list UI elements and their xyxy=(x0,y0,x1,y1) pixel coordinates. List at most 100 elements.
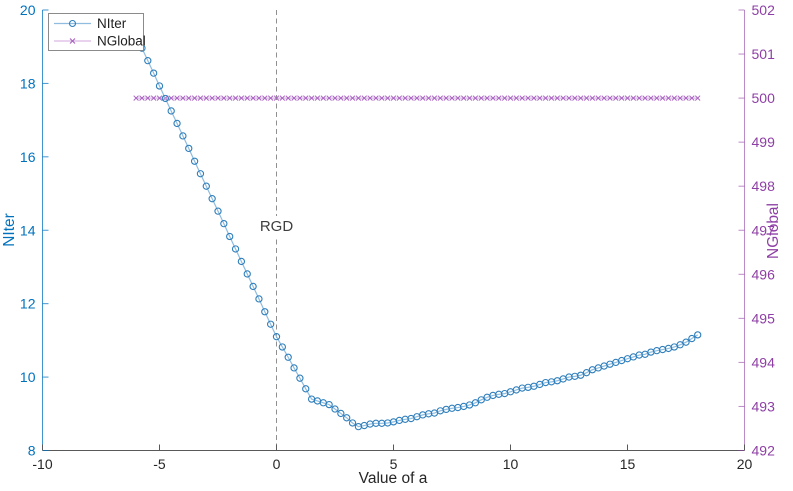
nglobal-x-marker xyxy=(185,95,192,101)
nglobal-x-marker xyxy=(601,95,607,101)
nglobal-x-marker xyxy=(226,95,233,101)
right-y-tick-label: 493 xyxy=(752,398,776,414)
nglobal-x-marker xyxy=(308,95,315,101)
left-y-tick-label: 8 xyxy=(28,443,36,459)
right-y-axis-label: NGlobal xyxy=(765,203,782,259)
nglobal-x-marker xyxy=(343,95,350,101)
nglobal-x-marker xyxy=(636,95,642,101)
nglobal-x-marker xyxy=(232,95,239,101)
nglobal-x-marker xyxy=(209,95,215,101)
nglobal-x-marker xyxy=(180,95,186,101)
nglobal-x-marker xyxy=(384,95,391,101)
left-y-tick-label: 20 xyxy=(20,2,36,18)
nglobal-x-marker xyxy=(139,95,145,101)
niter-circle-marker xyxy=(179,132,187,140)
left-y-tick-label: 14 xyxy=(20,222,36,238)
niter-circle-marker xyxy=(190,157,199,165)
nglobal-x-marker xyxy=(244,95,251,101)
nglobal-x-marker xyxy=(174,95,180,101)
legend-item-nglobal: NGlobal xyxy=(54,34,146,49)
niter-circle-marker xyxy=(155,82,164,90)
nglobal-x-marker xyxy=(145,95,151,101)
x-tick-label: 5 xyxy=(390,456,398,472)
nglobal-x-marker xyxy=(197,95,204,101)
nglobal-x-marker xyxy=(443,95,449,101)
nglobal-x-marker xyxy=(583,95,590,101)
nglobal-x-marker xyxy=(326,95,332,101)
nglobal-x-marker xyxy=(168,95,174,101)
niter-circle-marker xyxy=(202,182,210,190)
nglobal-x-marker xyxy=(285,95,291,101)
right-y-tick-label: 500 xyxy=(752,90,776,106)
niter-circle-marker xyxy=(266,320,275,328)
nglobal-x-marker xyxy=(659,95,666,101)
x-tick-label: 0 xyxy=(273,456,281,472)
legend-nglobal-label: NGlobal xyxy=(97,34,146,49)
nglobal-x-marker xyxy=(402,95,408,101)
nglobal-x-marker xyxy=(642,95,648,101)
niter-circle-marker xyxy=(682,338,690,346)
nglobal-x-marker xyxy=(513,95,520,101)
nglobal-x-marker xyxy=(595,95,602,101)
nglobal-x-marker xyxy=(390,95,397,101)
nglobal-x-marker xyxy=(273,95,280,101)
niter-circle-marker xyxy=(337,409,345,418)
nglobal-x-marker xyxy=(349,95,356,101)
niter-circle-marker xyxy=(237,257,246,266)
nglobal-x-marker xyxy=(624,95,631,101)
niter-circle-marker xyxy=(226,232,234,241)
nglobal-x-marker xyxy=(507,95,514,101)
x-tick-label: 20 xyxy=(737,456,753,472)
nglobal-x-marker xyxy=(694,95,701,101)
niter-circle-marker xyxy=(231,245,240,253)
niter-circle-marker xyxy=(214,207,222,215)
nglobal-x-marker xyxy=(648,95,654,101)
nglobal-x-marker xyxy=(677,95,683,101)
right-y-tick-label: 494 xyxy=(752,354,776,370)
x-tick-label: 10 xyxy=(503,456,519,472)
nglobal-x-marker xyxy=(408,95,414,101)
nglobal-x-marker xyxy=(215,95,221,101)
niter-circle-marker xyxy=(296,374,304,382)
nglobal-x-marker xyxy=(262,95,268,101)
y-axis-right: 492 493 494 495 496 497 498 499 500 501 502 xyxy=(738,2,776,459)
nglobal-x-marker xyxy=(613,95,619,101)
nglobal-x-marker xyxy=(501,95,508,101)
legend-niter-circle-icon xyxy=(68,19,77,28)
nglobal-x-marker xyxy=(472,95,479,101)
niter-circle-marker xyxy=(243,270,251,278)
nglobal-x-marker xyxy=(396,95,403,101)
nglobal-x-marker xyxy=(589,95,596,101)
nglobal-x-marker xyxy=(191,95,198,101)
legend: NIter NGlobal xyxy=(48,13,146,51)
nglobal-x-marker xyxy=(630,95,637,101)
nglobal-x-marker xyxy=(683,95,689,101)
nglobal-x-marker xyxy=(577,95,584,101)
nglobal-x-marker xyxy=(238,95,245,101)
nglobal-x-marker xyxy=(367,95,373,101)
nglobal-x-marker xyxy=(466,95,473,101)
right-y-tick-label: 501 xyxy=(752,46,776,62)
right-y-tick-label: 492 xyxy=(752,443,776,459)
nglobal-x-marker xyxy=(279,95,286,101)
nglobal-x-marker xyxy=(431,95,438,101)
nglobal-x-marker xyxy=(150,95,157,101)
left-y-tick-label: 12 xyxy=(20,296,36,312)
nglobal-x-marker xyxy=(437,95,444,101)
niter-circle-marker xyxy=(173,119,181,128)
left-y-axis-label: NIter xyxy=(1,213,18,247)
nglobal-x-marker xyxy=(414,95,420,101)
nglobal-x-marker xyxy=(607,95,613,101)
legend-niter-label: NIter xyxy=(97,16,127,31)
nglobal-series xyxy=(133,95,701,101)
nglobal-x-marker xyxy=(267,95,274,101)
niter-circle-marker xyxy=(272,333,281,341)
right-y-tick-label: 499 xyxy=(752,134,776,150)
left-y-tick-label: 16 xyxy=(20,149,36,165)
nglobal-x-marker xyxy=(361,95,368,101)
y-axis-left: 8 10 12 14 16 18 20 xyxy=(20,2,49,459)
niter-circle-marker xyxy=(144,57,152,65)
nglobal-x-marker xyxy=(665,95,672,101)
right-y-tick-label: 498 xyxy=(752,178,776,194)
nglobal-x-marker xyxy=(332,95,338,101)
